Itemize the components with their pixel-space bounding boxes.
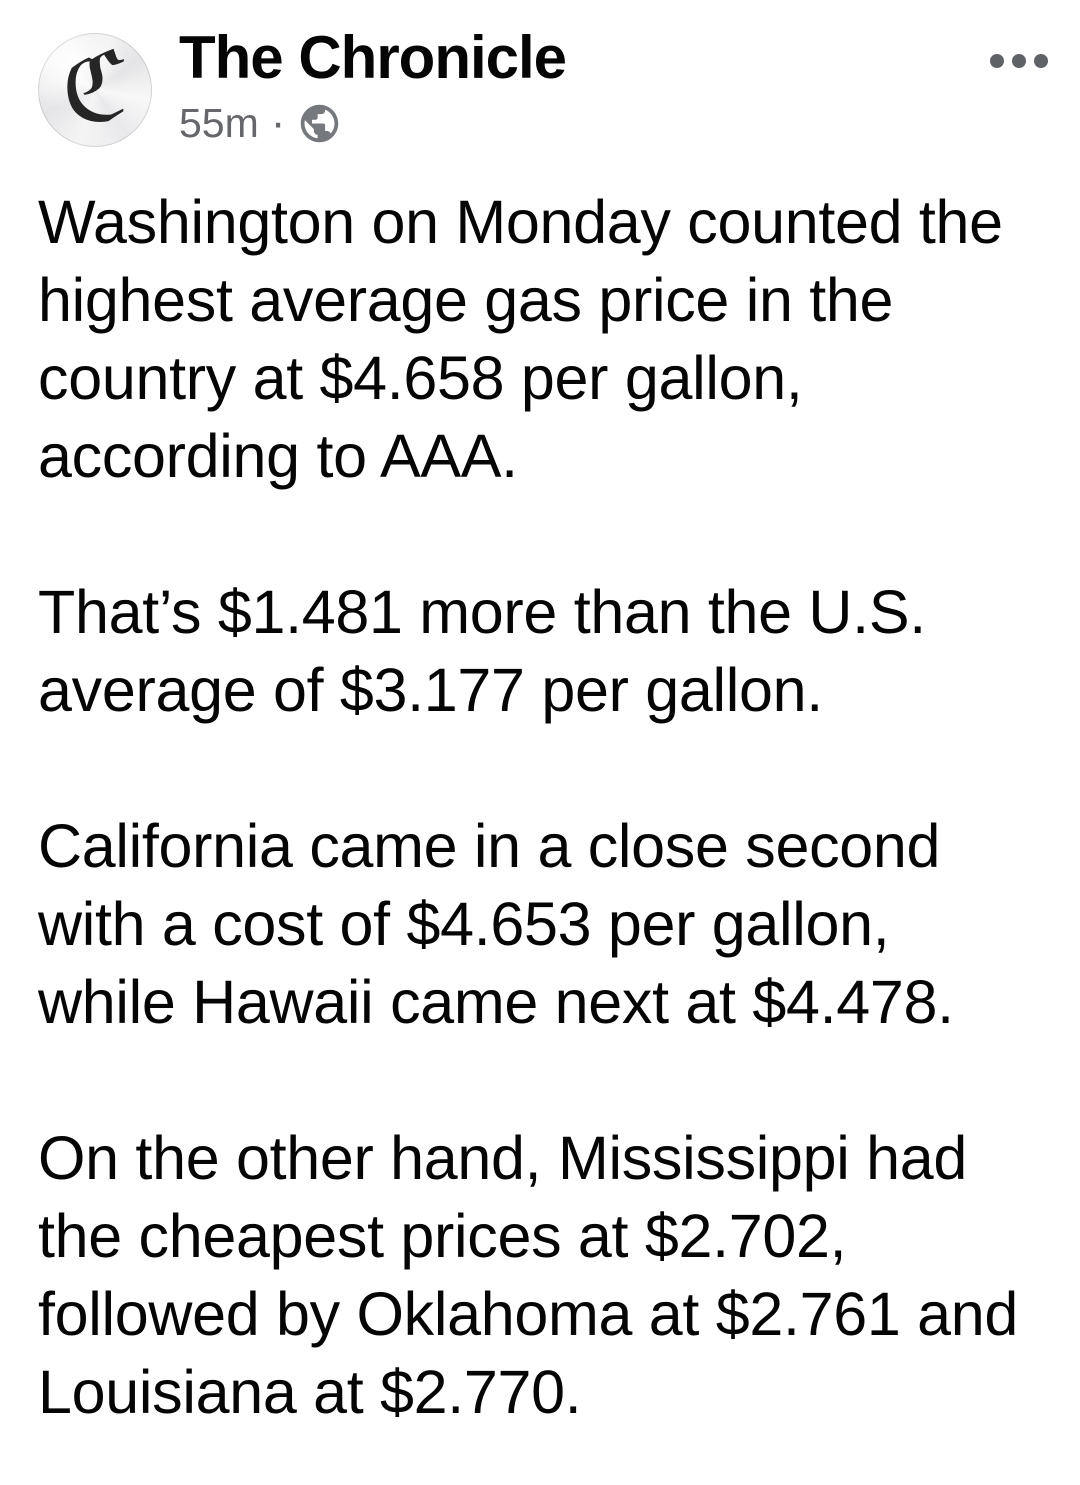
header-info: The Chronicle 55m ·	[179, 23, 567, 147]
post-header: ℭ The Chronicle 55m ·	[38, 24, 1048, 147]
globe-icon	[297, 101, 342, 146]
paragraph-cheapest-states: On the other hand, Mississippi had the c…	[38, 1124, 1019, 1426]
post-text: Washington on Monday counted the highest…	[38, 183, 1044, 1431]
post-meta: 55m ·	[179, 99, 566, 147]
paragraph-california-hawaii: California came in a close second with a…	[38, 812, 954, 1036]
ellipsis-icon	[990, 54, 1048, 68]
post-menu-button[interactable]	[982, 46, 1056, 76]
paragraph-us-average: That’s $1.481 more than the U.S. average…	[38, 578, 926, 724]
avatar-blackletter-c: ℭ	[61, 31, 129, 143]
timestamp[interactable]: 55m	[179, 100, 259, 146]
page-avatar[interactable]: ℭ	[38, 31, 152, 147]
paragraph-washington: Washington on Monday counted the highest…	[38, 188, 1003, 490]
meta-separator: ·	[270, 98, 286, 147]
page-name[interactable]: The Chronicle	[179, 24, 567, 91]
